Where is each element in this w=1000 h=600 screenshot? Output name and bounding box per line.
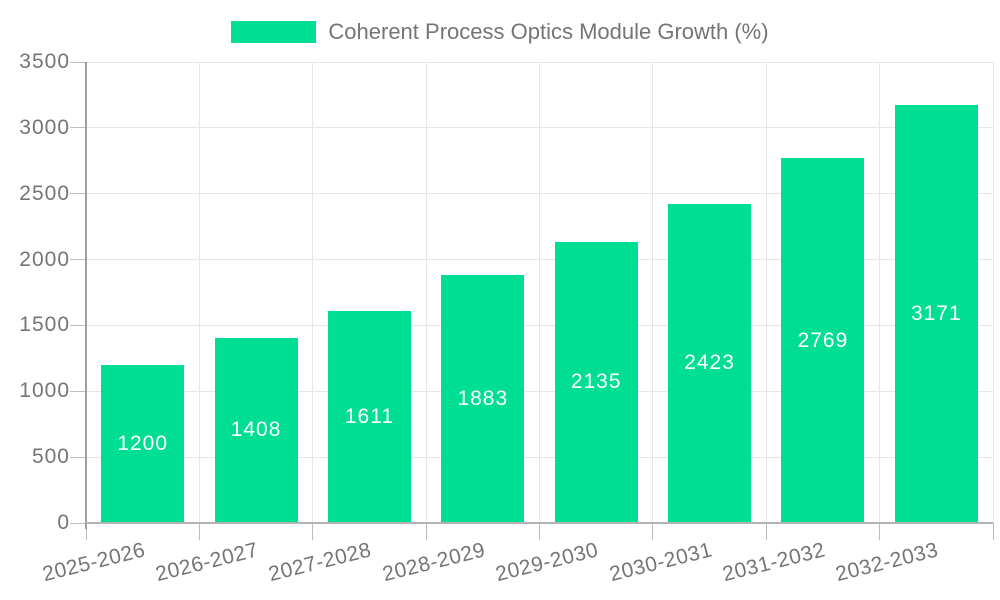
- bar: 2135: [554, 241, 638, 523]
- x-axis-tick-mark: [765, 523, 767, 540]
- gridline-vertical: [652, 62, 654, 523]
- y-axis-label: 1500: [19, 313, 70, 337]
- y-axis-label: 2500: [19, 181, 70, 205]
- x-axis-tick-mark: [198, 523, 200, 540]
- x-axis-tick-mark: [312, 523, 314, 540]
- bar: 2769: [781, 158, 865, 523]
- y-axis-tick-mark: [70, 390, 86, 392]
- bar: 1408: [214, 337, 298, 523]
- bar-value-label: 2423: [684, 351, 735, 375]
- gridline-vertical: [198, 62, 200, 523]
- y-axis-tick-mark: [70, 193, 86, 195]
- x-axis-tick-mark: [85, 523, 87, 540]
- legend: Coherent Process Optics Module Growth (%…: [0, 19, 1000, 45]
- x-axis-tick-mark: [425, 523, 427, 540]
- bar-value-label: 2135: [570, 370, 622, 394]
- x-axis-tick-mark: [539, 523, 540, 540]
- y-axis-tick-mark: [70, 456, 86, 458]
- bar-value-label: 1883: [457, 386, 509, 410]
- gridline-vertical: [539, 62, 540, 523]
- x-axis-line: [86, 522, 993, 524]
- bar: 1200: [101, 364, 185, 523]
- y-axis-label: 2000: [19, 247, 70, 271]
- legend-label: Coherent Process Optics Module Growth (%…: [328, 19, 769, 44]
- bar: 3171: [894, 105, 978, 523]
- bar: 1611: [327, 310, 411, 523]
- x-axis-tick-mark: [652, 523, 654, 540]
- y-axis-tick-mark: [70, 259, 86, 261]
- y-axis-line: [85, 62, 87, 529]
- bar: 1883: [441, 274, 525, 523]
- y-axis-tick-mark: [70, 522, 86, 524]
- bar-value-label: 3171: [910, 302, 962, 326]
- gridline-vertical: [312, 62, 314, 523]
- y-axis-label: 0: [57, 511, 70, 534]
- y-axis-tick-mark: [70, 127, 86, 129]
- y-axis-label: 1000: [19, 379, 70, 403]
- x-axis-tick-mark: [879, 523, 881, 540]
- y-axis-tick-mark: [70, 61, 86, 63]
- gridline-vertical: [425, 62, 427, 523]
- bar-value-label: 1611: [344, 404, 395, 428]
- gridline-vertical: [765, 62, 767, 523]
- gridline-vertical: [879, 62, 881, 523]
- bar: 2423: [668, 203, 752, 523]
- y-axis-label: 3500: [19, 50, 70, 73]
- bar-value-label: 1200: [117, 431, 169, 455]
- y-axis-label: 3000: [19, 115, 70, 139]
- y-axis-label: 500: [31, 445, 70, 469]
- legend-swatch: [231, 21, 317, 43]
- bar-value-label: 2769: [797, 328, 849, 352]
- y-axis-tick-mark: [70, 324, 86, 326]
- bar-value-label: 1408: [230, 418, 282, 442]
- x-axis-tick-mark: [992, 523, 994, 540]
- gridline-vertical: [992, 62, 994, 523]
